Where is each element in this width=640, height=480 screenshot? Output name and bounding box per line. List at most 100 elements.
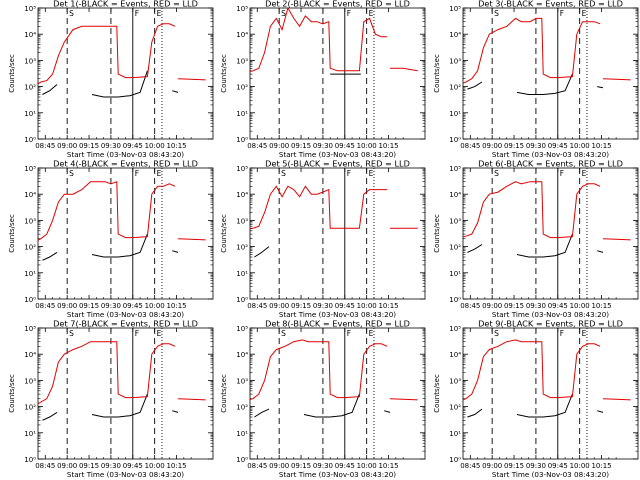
x-tick-label: 10:00 [357, 462, 377, 470]
x-tick-label: 10:00 [145, 142, 165, 150]
x-tick-label: 09:00 [269, 142, 289, 150]
y-tick-label: 10³ [236, 217, 248, 225]
event-marker-label: F [347, 9, 351, 18]
x-tick-label: 10:15 [378, 302, 398, 310]
y-tick-label: 10² [24, 244, 36, 252]
panel-title: Det 7(-BLACK = Events, RED = LLD [53, 319, 198, 329]
y-tick-label: 10² [449, 84, 461, 92]
y-tick-label: 10² [236, 244, 248, 252]
event-marker-label: S [281, 169, 286, 178]
y-tick-label: 10⁰ [24, 296, 36, 304]
y-tick-label: 10¹ [236, 430, 248, 438]
x-tick-label: 08:45 [35, 142, 55, 150]
y-tick-label: 10⁴ [236, 191, 248, 199]
y-tick-label: 10² [449, 244, 461, 252]
detector-panel-9: Det 9(-BLACK = Events, RED = LLD 10⁰ 10¹ 10… [433, 319, 639, 479]
x-tick-label: 09:00 [269, 462, 289, 470]
x-tick-label: 10:15 [378, 142, 398, 150]
series-lld [38, 180, 206, 241]
y-tick-label: 10³ [24, 57, 36, 65]
y-tick-label: 10³ [236, 377, 248, 385]
y-tick-label: 10⁰ [236, 296, 248, 304]
series-events [42, 70, 179, 98]
y-tick-label: 10² [236, 84, 248, 92]
x-axis-label: Start Time (03-Nov-03 08:43:20) [492, 470, 609, 479]
x-tick-label: 10:15 [378, 462, 398, 470]
y-axis-label: Counts/sec [8, 54, 16, 93]
x-tick-label: 10:00 [570, 462, 590, 470]
y-axis-label: Counts/sec [433, 374, 441, 413]
y-tick-label: 10⁰ [449, 136, 461, 144]
detector-panel-1: Det 1(-BLACK = Events, RED = LLD 10⁰ 10¹ 10… [8, 0, 214, 159]
y-tick-label: 10² [236, 404, 248, 412]
y-tick-label: 10⁰ [449, 456, 461, 464]
x-tick-label: 09:15 [291, 302, 311, 310]
series-lld [463, 17, 631, 84]
x-tick-label: 09:15 [79, 462, 99, 470]
plot-frame [37, 167, 214, 300]
y-tick-label: 10⁵ [236, 325, 248, 333]
panel-title: Det 2(-BLACK = Events, RED = LLD [265, 0, 410, 9]
x-axis-label: Start Time (03-Nov-03 08:43:20) [492, 310, 609, 319]
event-marker-label: S [494, 169, 499, 178]
x-tick-label: 09:45 [335, 462, 355, 470]
event-marker-label: S [69, 329, 74, 338]
x-tick-label: 08:45 [35, 462, 55, 470]
x-tick-label: 09:15 [291, 142, 311, 150]
x-tick-label: 08:45 [460, 462, 480, 470]
y-tick-label: 10² [24, 404, 36, 412]
y-tick-label: 10⁴ [24, 191, 36, 199]
y-tick-label: 10⁰ [24, 136, 36, 144]
y-tick-label: 10⁵ [24, 5, 36, 13]
x-axis-label: Start Time (03-Nov-03 08:43:20) [492, 150, 609, 159]
series-lld [463, 181, 631, 241]
panel-title: Det 5(-BLACK = Events, RED = LLD [265, 159, 410, 169]
event-marker-label: S [494, 9, 499, 18]
panel-title: Det 4(-BLACK = Events, RED = LLD [53, 159, 198, 169]
x-tick-label: 09:30 [313, 142, 333, 150]
plot-frame [462, 327, 639, 460]
x-tick-label: 08:45 [247, 462, 267, 470]
detector-panel-5: Det 5(-BLACK = Events, RED = LLD 10⁰ 10¹ 10… [220, 159, 426, 319]
x-tick-label: 09:15 [504, 142, 524, 150]
y-tick-label: 10⁴ [449, 31, 461, 39]
x-tick-label: 08:45 [247, 142, 267, 150]
y-tick-label: 10⁵ [24, 165, 36, 173]
detector-panel-8: Det 8(-BLACK = Events, RED = LLD 10⁰ 10¹ 10… [220, 319, 426, 479]
y-tick-label: 10² [449, 404, 461, 412]
x-tick-label: 09:00 [57, 462, 77, 470]
x-tick-label: 09:00 [57, 302, 77, 310]
y-axis-label: Counts/sec [220, 54, 228, 93]
panel-title: Det 6(-BLACK = Events, RED = LLD [478, 159, 623, 169]
x-tick-label: 09:45 [123, 302, 143, 310]
detector-panel-6: Det 6(-BLACK = Events, RED = LLD 10⁰ 10¹ 10… [433, 159, 639, 319]
y-tick-label: 10¹ [449, 270, 461, 278]
series-events [467, 393, 604, 418]
series-events [467, 233, 604, 258]
panel-title: Det 9(-BLACK = Events, RED = LLD [478, 319, 623, 329]
y-tick-label: 10⁰ [24, 456, 36, 464]
event-marker-label: S [69, 9, 74, 18]
event-marker-label: F [560, 329, 564, 338]
event-marker-label: S [69, 169, 74, 178]
event-marker-label: S [281, 329, 286, 338]
x-tick-label: 09:00 [482, 302, 502, 310]
event-marker-label: E [582, 9, 587, 18]
y-tick-label: 10⁵ [24, 325, 36, 333]
y-tick-label: 10¹ [236, 110, 248, 118]
x-axis-label: Start Time (03-Nov-03 08:43:20) [279, 310, 396, 319]
y-tick-label: 10⁵ [236, 165, 248, 173]
series-lld [38, 341, 206, 405]
x-tick-label: 09:30 [313, 462, 333, 470]
y-tick-label: 10³ [24, 377, 36, 385]
series-lld [250, 8, 418, 73]
plot-frame [462, 167, 639, 300]
x-tick-label: 10:00 [145, 462, 165, 470]
x-tick-label: 09:45 [335, 142, 355, 150]
plot-frame [37, 327, 214, 460]
x-tick-label: 09:45 [123, 142, 143, 150]
x-tick-label: 09:30 [101, 462, 121, 470]
y-tick-label: 10⁵ [449, 165, 461, 173]
event-marker-label: F [135, 9, 139, 18]
